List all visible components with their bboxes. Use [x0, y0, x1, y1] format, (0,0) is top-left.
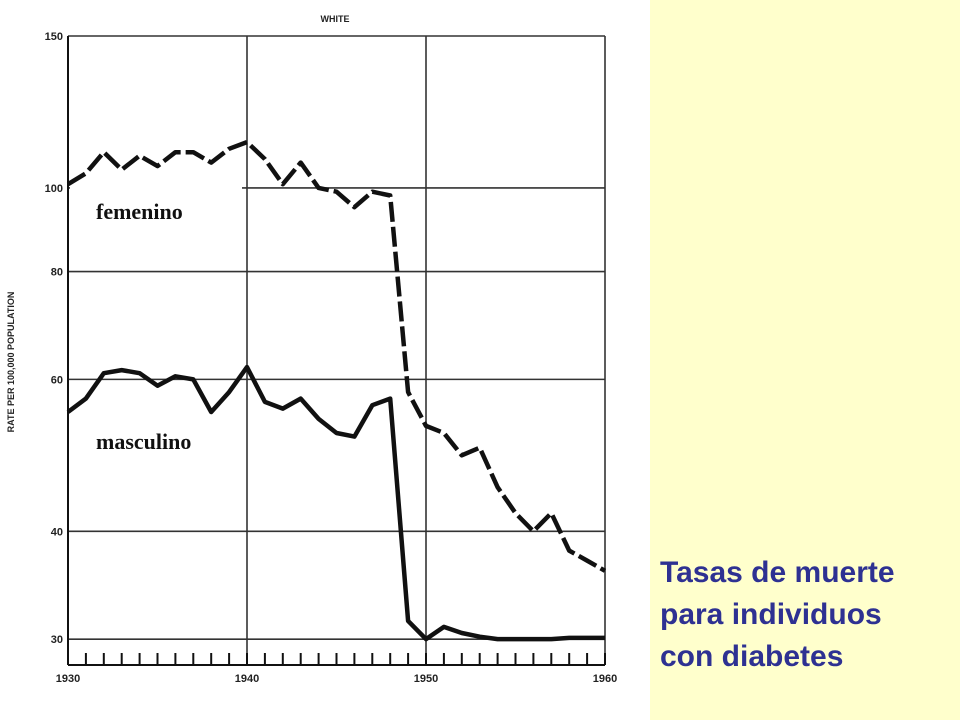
x-tick-label-1940: 1940 [235, 673, 259, 685]
femenino-label-box [70, 186, 242, 236]
caption-line-2: para individuos [660, 598, 882, 631]
axes: 30 40 60 80 100 150 1930 1940 1950 1960 [45, 31, 618, 685]
series-line-femenino [66, 139, 607, 573]
y-tick-label-80: 80 [51, 267, 63, 279]
series-label-femenino: femenino [96, 199, 183, 224]
caption-line-1: Tasas de muerte [660, 556, 895, 589]
death-rate-chart: WHITE RATE PER 100,000 POPULATION 30 40 60… [6, 14, 618, 685]
y-tick-label-40: 40 [51, 526, 63, 538]
masculino-label-box [72, 418, 244, 464]
y-tick-label-30: 30 [51, 634, 63, 646]
y-axis-label: RATE PER 100,000 POPULATION [6, 292, 16, 433]
chart-title: WHITE [321, 14, 350, 24]
y-tick-label-60: 60 [51, 374, 63, 386]
y-tick-label-150: 150 [45, 31, 63, 43]
chart-area: WHITE RATE PER 100,000 POPULATION 30 40 60… [6, 14, 618, 685]
x-tick-label-1950: 1950 [414, 673, 438, 685]
side-panel: Tasas de muerte para individuos con diab… [650, 0, 960, 720]
series-lines [66, 139, 607, 642]
caption: Tasas de muerte para individuos con diab… [660, 552, 955, 678]
y-tick-label-100: 100 [45, 183, 63, 195]
series-label-masculino: masculino [96, 429, 191, 454]
series-labels: femenino masculino [70, 186, 244, 464]
gridlines [67, 35, 606, 665]
series-line-masculino [66, 364, 605, 642]
x-tick-label-1960: 1960 [593, 673, 617, 685]
x-tick-label-1930: 1930 [56, 673, 80, 685]
caption-line-3: con diabetes [660, 640, 844, 673]
